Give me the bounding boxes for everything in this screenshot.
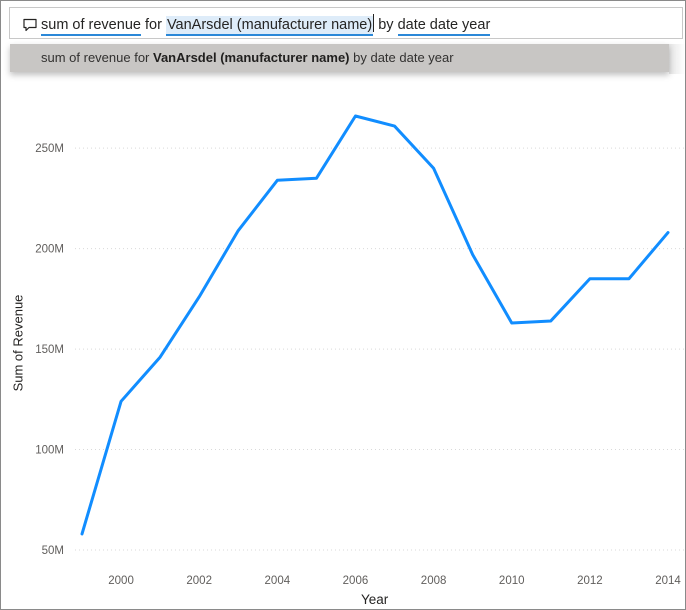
- qna-term-axis[interactable]: date date year: [397, 16, 491, 36]
- data-point[interactable]: [117, 397, 125, 405]
- suggestion-bold: VanArsdel (manufacturer name): [153, 50, 350, 65]
- qna-term-measure[interactable]: sum of revenue: [41, 16, 141, 36]
- qna-question-text[interactable]: sum of revenue for VanArsdel (manufactur…: [41, 14, 491, 36]
- data-point[interactable]: [664, 229, 672, 237]
- data-point[interactable]: [469, 251, 477, 259]
- data-point[interactable]: [391, 122, 399, 130]
- data-point[interactable]: [273, 176, 281, 184]
- qna-question-input[interactable]: sum of revenue for VanArsdel (manufactur…: [9, 7, 683, 39]
- x-tick-label: 2008: [421, 575, 447, 587]
- data-point[interactable]: [156, 353, 164, 361]
- x-tick-label: 2012: [577, 575, 603, 587]
- data-point[interactable]: [547, 317, 555, 325]
- comment-icon: [23, 18, 37, 32]
- suggestion-suffix: by date date year: [349, 50, 454, 65]
- data-point[interactable]: [508, 319, 516, 327]
- data-point[interactable]: [312, 174, 320, 182]
- suggestion-prefix: sum of revenue for: [41, 50, 153, 65]
- qna-term-for: for: [140, 17, 166, 33]
- qna-term-filter[interactable]: VanArsdel (manufacturer name): [165, 16, 374, 36]
- text-caret: [373, 14, 375, 32]
- data-point[interactable]: [195, 293, 203, 301]
- y-tick-label: 200M: [35, 244, 64, 256]
- revenue-line[interactable]: [80, 114, 670, 536]
- y-tick-label: 100M: [35, 445, 64, 457]
- data-point[interactable]: [234, 227, 242, 235]
- y-tick-label: 250M: [35, 143, 64, 155]
- y-axis-title: Sum of Revenue: [10, 294, 26, 392]
- x-axis-title: Year: [361, 592, 389, 607]
- data-point[interactable]: [586, 275, 594, 283]
- dropdown-shadow: [669, 44, 685, 74]
- y-tick-label: 50M: [42, 545, 64, 557]
- x-tick-label: 2014: [655, 575, 681, 587]
- y-tick-label: 150M: [35, 344, 64, 356]
- qna-suggestion-item[interactable]: sum of revenue for VanArsdel (manufactur…: [10, 44, 669, 72]
- x-tick-label: 2010: [499, 575, 525, 587]
- x-tick-label: 2002: [186, 575, 212, 587]
- x-tick-label: 2000: [108, 575, 134, 587]
- data-point[interactable]: [625, 275, 633, 283]
- x-tick-label: 2006: [343, 575, 369, 587]
- qna-term-by: by: [374, 17, 398, 33]
- data-point[interactable]: [430, 164, 438, 172]
- data-point[interactable]: [78, 530, 86, 538]
- data-point[interactable]: [351, 112, 359, 120]
- x-tick-label: 2004: [265, 575, 291, 587]
